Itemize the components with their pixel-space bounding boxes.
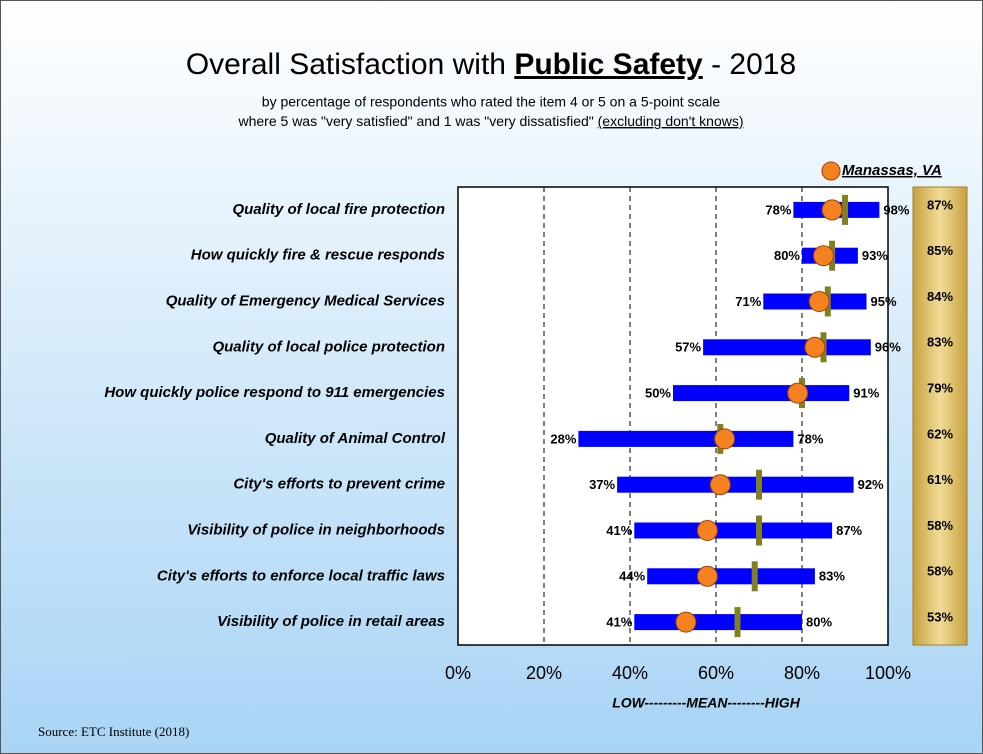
low-label: 41% — [606, 523, 632, 538]
low-label: 41% — [606, 615, 632, 630]
high-label: 80% — [806, 615, 832, 630]
manassas-marker — [696, 520, 718, 541]
low-label: 44% — [619, 569, 645, 584]
value-column — [912, 186, 968, 646]
manassas-value: 85% — [927, 243, 953, 258]
x-tick-label: 100% — [865, 663, 911, 683]
mean-marker — [756, 469, 762, 500]
manassas-marker — [714, 428, 736, 450]
title-emphasis: Public Safety — [514, 48, 703, 81]
category-label: How quickly police respond to 911 emerge… — [104, 384, 445, 401]
range-bar — [634, 522, 833, 539]
manassas-value: 62% — [927, 426, 953, 441]
x-tick-label: 40% — [612, 663, 648, 683]
manassas-marker — [813, 245, 834, 267]
category-label: Quality of local fire protection — [232, 201, 445, 218]
high-label: 87% — [836, 523, 862, 538]
category-label: Quality of Animal Control — [265, 430, 446, 447]
subtitle-note: (excluding don't knows) — [598, 113, 744, 129]
low-label: 50% — [645, 386, 671, 401]
high-label: 83% — [819, 569, 845, 584]
manassas-marker — [804, 336, 826, 358]
manassas-marker — [675, 611, 697, 633]
manassas-marker — [821, 199, 843, 221]
range-bar — [617, 476, 854, 493]
range-bar — [647, 568, 815, 585]
x-tick-label: 80% — [784, 663, 820, 683]
low-label: 71% — [735, 294, 761, 309]
low-label: 78% — [765, 202, 791, 217]
category-label: Quality of Emergency Medical Services — [166, 292, 445, 309]
manassas-value: 87% — [927, 197, 953, 212]
subtitle-text: where 5 was "very satisfied" and 1 was "… — [238, 113, 594, 129]
title-text: Overall Satisfaction with — [186, 48, 506, 81]
mean-marker — [756, 515, 762, 546]
category-label: City's efforts to enforce local traffic … — [157, 567, 445, 584]
range-bar — [578, 430, 794, 447]
range-bar — [673, 385, 850, 402]
legend-marker — [821, 161, 841, 181]
subtitle: where 5 was "very satisfied" and 1 was "… — [238, 113, 744, 129]
manassas-value: 58% — [927, 564, 953, 579]
high-label: 95% — [871, 294, 897, 309]
manassas-value: 53% — [927, 610, 953, 625]
manassas-marker — [696, 565, 718, 587]
legend-label: Manassas, VA — [842, 162, 942, 179]
range-bar — [634, 614, 802, 631]
chart-title: Overall Satisfaction with Public Safety … — [186, 48, 796, 81]
range-bar — [703, 339, 871, 356]
category-label: City's efforts to prevent crime — [233, 476, 445, 493]
high-label: 98% — [883, 202, 909, 217]
high-label: 96% — [875, 340, 901, 355]
high-label: 92% — [858, 477, 884, 492]
x-tick-label: 60% — [698, 663, 734, 683]
mean-marker — [751, 561, 758, 592]
x-tick-label: 20% — [526, 663, 562, 683]
manassas-value: 61% — [927, 472, 953, 487]
category-label: Visibility of police in neighborhoods — [187, 521, 445, 538]
manassas-value: 84% — [927, 289, 953, 304]
mean-marker — [842, 194, 848, 225]
low-label: 37% — [589, 477, 615, 492]
category-label: How quickly fire & rescue responds — [191, 247, 445, 264]
x-tick-label: 0% — [445, 663, 471, 683]
source: Source: ETC Institute (2018) — [38, 724, 189, 739]
manassas-marker — [808, 291, 830, 312]
low-label: 80% — [774, 248, 800, 263]
high-label: 78% — [797, 431, 823, 446]
manassas-value: 79% — [927, 381, 953, 396]
low-label: 57% — [675, 340, 701, 355]
subtitle: by percentage of respondents who rated t… — [262, 94, 721, 110]
low-label: 28% — [550, 431, 576, 446]
x-axis-label: LOW---------MEAN--------HIGH — [612, 695, 801, 711]
manassas-value: 58% — [927, 518, 953, 533]
manassas-marker — [709, 474, 731, 496]
mean-marker — [734, 607, 741, 638]
high-label: 91% — [853, 386, 879, 401]
manassas-value: 83% — [927, 335, 953, 350]
category-label: Visibility of police in retail areas — [217, 613, 445, 630]
manassas-marker — [787, 382, 809, 404]
title-suffix: - 2018 — [711, 48, 796, 81]
high-label: 93% — [862, 248, 888, 263]
category-label: Quality of local police protection — [212, 338, 445, 355]
